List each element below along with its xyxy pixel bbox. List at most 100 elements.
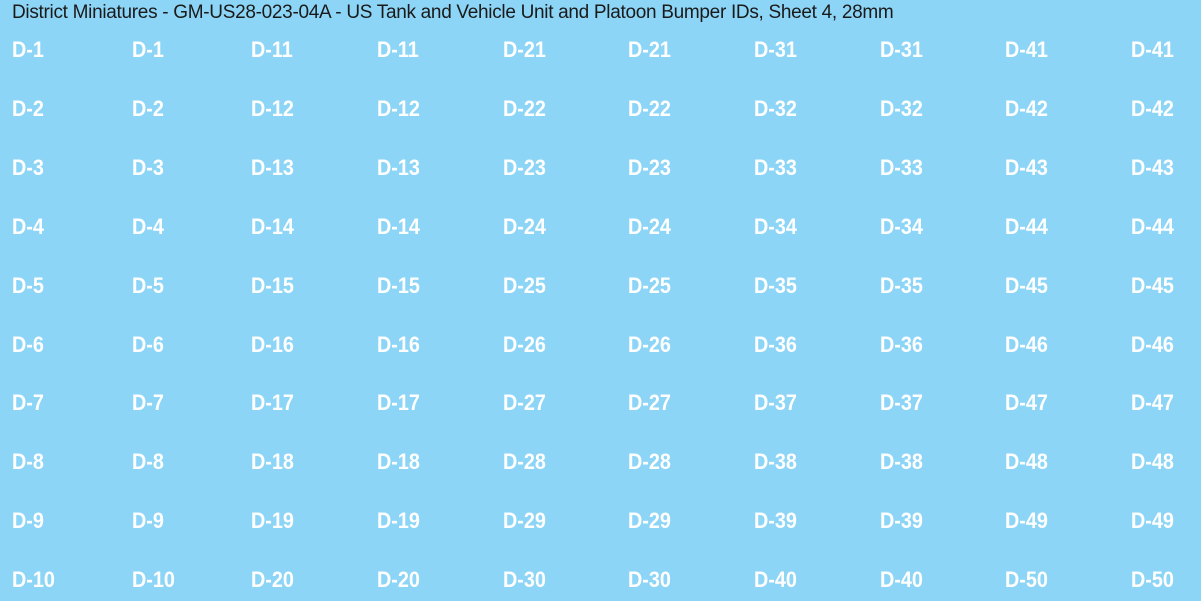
bumper-id: D-48 (1131, 449, 1174, 475)
bumper-id: D-49 (1005, 508, 1048, 534)
bumper-id: D-22 (503, 95, 546, 121)
bumper-id: D-14 (377, 213, 420, 239)
bumper-id: D-42 (1005, 95, 1048, 121)
bumper-id: D-33 (754, 154, 797, 180)
bumper-id: D-49 (1131, 508, 1174, 534)
bumper-id: D-36 (880, 331, 923, 357)
bumper-id: D-38 (754, 449, 797, 475)
bumper-id: D-2 (12, 95, 44, 121)
bumper-id: D-6 (132, 331, 164, 357)
bumper-id: D-40 (754, 567, 797, 593)
bumper-id: D-37 (880, 390, 923, 416)
bumper-id: D-2 (132, 95, 164, 121)
bumper-id: D-20 (251, 567, 294, 593)
bumper-id: D-5 (132, 272, 164, 298)
bumper-id: D-23 (503, 154, 546, 180)
bumper-id: D-48 (1005, 449, 1048, 475)
bumper-id: D-32 (754, 95, 797, 121)
bumper-id: D-16 (251, 331, 294, 357)
bumper-id: D-12 (251, 95, 294, 121)
bumper-id: D-47 (1131, 390, 1174, 416)
bumper-id: D-30 (628, 567, 671, 593)
bumper-id: D-10 (12, 567, 55, 593)
bumper-id: D-33 (880, 154, 923, 180)
bumper-id: D-44 (1131, 213, 1174, 239)
bumper-id: D-3 (132, 154, 164, 180)
bumper-id: D-29 (503, 508, 546, 534)
bumper-id: D-35 (754, 272, 797, 298)
bumper-id: D-43 (1131, 154, 1174, 180)
bumper-id: D-44 (1005, 213, 1048, 239)
bumper-id: D-30 (503, 567, 546, 593)
bumper-id: D-8 (12, 449, 44, 475)
bumper-id: D-15 (377, 272, 420, 298)
bumper-id: D-41 (1131, 37, 1174, 62)
bumper-id: D-16 (377, 331, 420, 357)
bumper-id: D-17 (251, 390, 294, 416)
bumper-id: D-39 (880, 508, 923, 534)
bumper-id: D-43 (1005, 154, 1048, 180)
bumper-id: D-50 (1005, 567, 1048, 593)
bumper-id: D-50 (1131, 567, 1174, 593)
bumper-id: D-1 (132, 37, 164, 62)
bumper-id: D-5 (12, 272, 44, 298)
bumper-id: D-9 (12, 508, 44, 534)
bumper-id: D-47 (1005, 390, 1048, 416)
bumper-id: D-28 (628, 449, 671, 475)
bumper-id: D-14 (251, 213, 294, 239)
bumper-id: D-39 (754, 508, 797, 534)
bumper-id: D-24 (628, 213, 671, 239)
bumper-id: D-11 (377, 37, 419, 62)
bumper-id: D-36 (754, 331, 797, 357)
bumper-id: D-46 (1005, 331, 1048, 357)
bumper-id: D-27 (503, 390, 546, 416)
bumper-id: D-19 (251, 508, 294, 534)
bumper-id: D-22 (628, 95, 671, 121)
bumper-id: D-37 (754, 390, 797, 416)
bumper-id: D-4 (132, 213, 164, 239)
bumper-id: D-21 (503, 37, 546, 62)
sheet-title: District Miniatures - GM-US28-023-04A - … (12, 2, 894, 23)
bumper-id: D-45 (1005, 272, 1048, 298)
bumper-id: D-27 (628, 390, 671, 416)
bumper-id: D-41 (1005, 37, 1048, 62)
bumper-id: D-45 (1131, 272, 1174, 298)
bumper-id: D-26 (628, 331, 671, 357)
bumper-id: D-24 (503, 213, 546, 239)
bumper-id: D-6 (12, 331, 44, 357)
bumper-id: D-29 (628, 508, 671, 534)
bumper-id: D-42 (1131, 95, 1174, 121)
bumper-id: D-17 (377, 390, 420, 416)
bumper-id: D-15 (251, 272, 294, 298)
bumper-id: D-38 (880, 449, 923, 475)
bumper-id: D-18 (251, 449, 294, 475)
bumper-id: D-7 (12, 390, 44, 416)
bumper-id: D-7 (132, 390, 164, 416)
bumper-id: D-18 (377, 449, 420, 475)
bumper-id: D-31 (754, 37, 797, 62)
bumper-id: D-12 (377, 95, 420, 121)
bumper-id: D-26 (503, 331, 546, 357)
bumper-id: D-19 (377, 508, 420, 534)
bumper-id: D-40 (880, 567, 923, 593)
bumper-id: D-13 (377, 154, 420, 180)
bumper-id: D-1 (12, 37, 44, 62)
bumper-id: D-13 (251, 154, 294, 180)
bumper-id: D-32 (880, 95, 923, 121)
bumper-id: D-21 (628, 37, 671, 62)
bumper-id: D-20 (377, 567, 420, 593)
bumper-id: D-34 (754, 213, 797, 239)
bumper-id: D-8 (132, 449, 164, 475)
bumper-id: D-3 (12, 154, 44, 180)
bumper-id: D-31 (880, 37, 923, 62)
bumper-id: D-25 (628, 272, 671, 298)
bumper-id: D-23 (628, 154, 671, 180)
bumper-id: D-11 (251, 37, 293, 62)
bumper-id: D-10 (132, 567, 175, 593)
bumper-id: D-4 (12, 213, 44, 239)
bumper-id: D-46 (1131, 331, 1174, 357)
bumper-id: D-9 (132, 508, 164, 534)
bumper-id: D-28 (503, 449, 546, 475)
bumper-id: D-25 (503, 272, 546, 298)
